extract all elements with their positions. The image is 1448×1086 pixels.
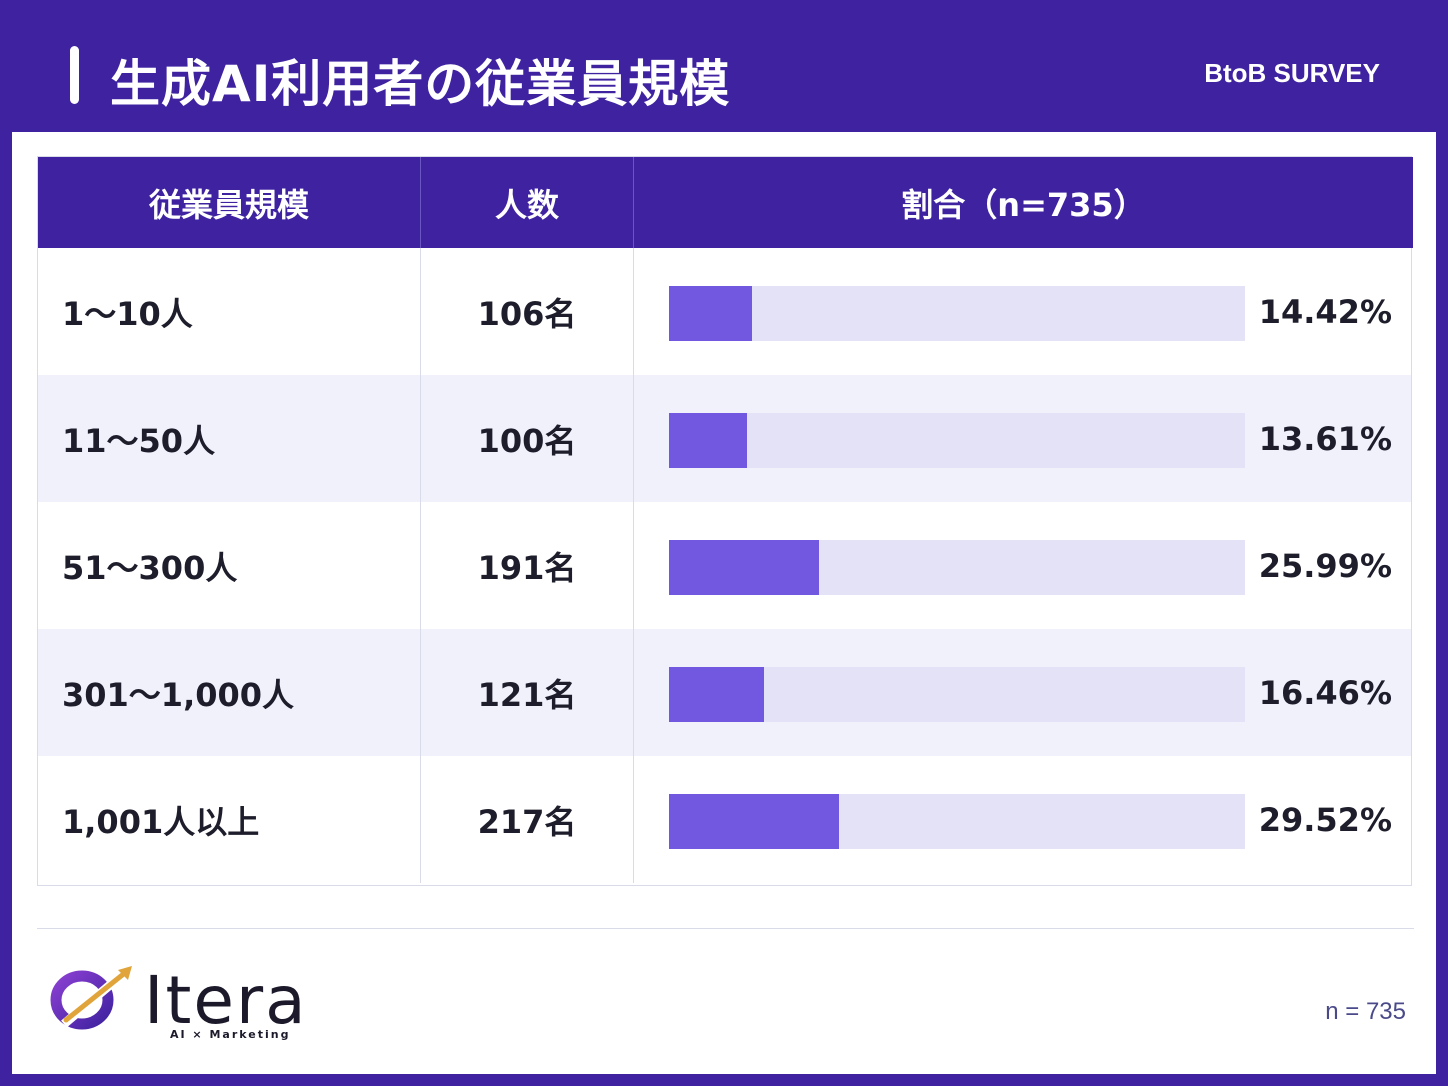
bar-track [669,794,1245,849]
bar-track [669,286,1245,341]
row-size-label: 11〜50人 [62,421,216,460]
bar-value-label: 14.42% [1258,292,1392,331]
data-table: 従業員規模 人数 割合（n=735） 1〜10人 106名 14.42% 11〜50人… [37,156,1413,886]
bar [669,540,819,595]
bar-track [669,413,1245,468]
table-row: 11〜50人 100名 13.61% [38,375,1411,502]
table-row: 1,001人以上 217名 29.52% [38,756,1411,883]
table-header: 従業員規模 人数 割合（n=735） [38,157,1413,248]
row-count: 106名 [477,294,577,333]
column-divider [633,248,634,883]
table-row: 1〜10人 106名 14.42% [38,248,1411,375]
footer-divider [37,928,1414,929]
row-count: 217名 [477,802,577,841]
bar-track [669,540,1245,595]
itera-logo: Itera AI × Marketing [44,962,334,1047]
header: 生成AI利用者の従業員規模 BtoB SURVEY [0,0,1448,132]
column-divider [420,157,421,248]
bar [669,286,753,341]
row-size-label: 301〜1,000人 [62,675,295,714]
row-size-label: 1,001人以上 [62,802,260,841]
column-divider [420,248,421,883]
column-divider [633,157,634,248]
bar-value-label: 13.61% [1258,419,1392,458]
bar [669,794,840,849]
bar-value-label: 16.46% [1258,673,1392,712]
table-row: 301〜1,000人 121名 16.46% [38,629,1411,756]
column-header-size: 従業員規模 [148,185,309,224]
content-panel: 従業員規模 人数 割合（n=735） 1〜10人 106名 14.42% 11〜50人… [12,132,1436,1074]
bar-value-label: 25.99% [1258,546,1392,585]
page-title: 生成AI利用者の従業員規模 [110,55,731,113]
logo-wordmark: Itera [144,962,308,1039]
row-size-label: 51〜300人 [62,548,238,587]
bar-track [669,667,1245,722]
bar-value-label: 29.52% [1258,800,1392,839]
row-count: 191名 [477,548,577,587]
survey-tag: BtoB SURVEY [1204,58,1380,88]
row-count: 121名 [477,675,577,714]
bar [669,667,764,722]
row-size-label: 1〜10人 [62,294,193,333]
logo-mark-icon [50,964,133,1030]
title-accent-bar [70,46,79,104]
sample-size-note: n = 735 [1325,998,1406,1025]
column-header-ratio: 割合（n=735） [901,185,1146,224]
bar [669,413,748,468]
logo-tagline: AI × Marketing [170,1028,291,1041]
column-header-count: 人数 [494,185,559,224]
row-count: 100名 [477,421,577,460]
table-row: 51〜300人 191名 25.99% [38,502,1411,629]
